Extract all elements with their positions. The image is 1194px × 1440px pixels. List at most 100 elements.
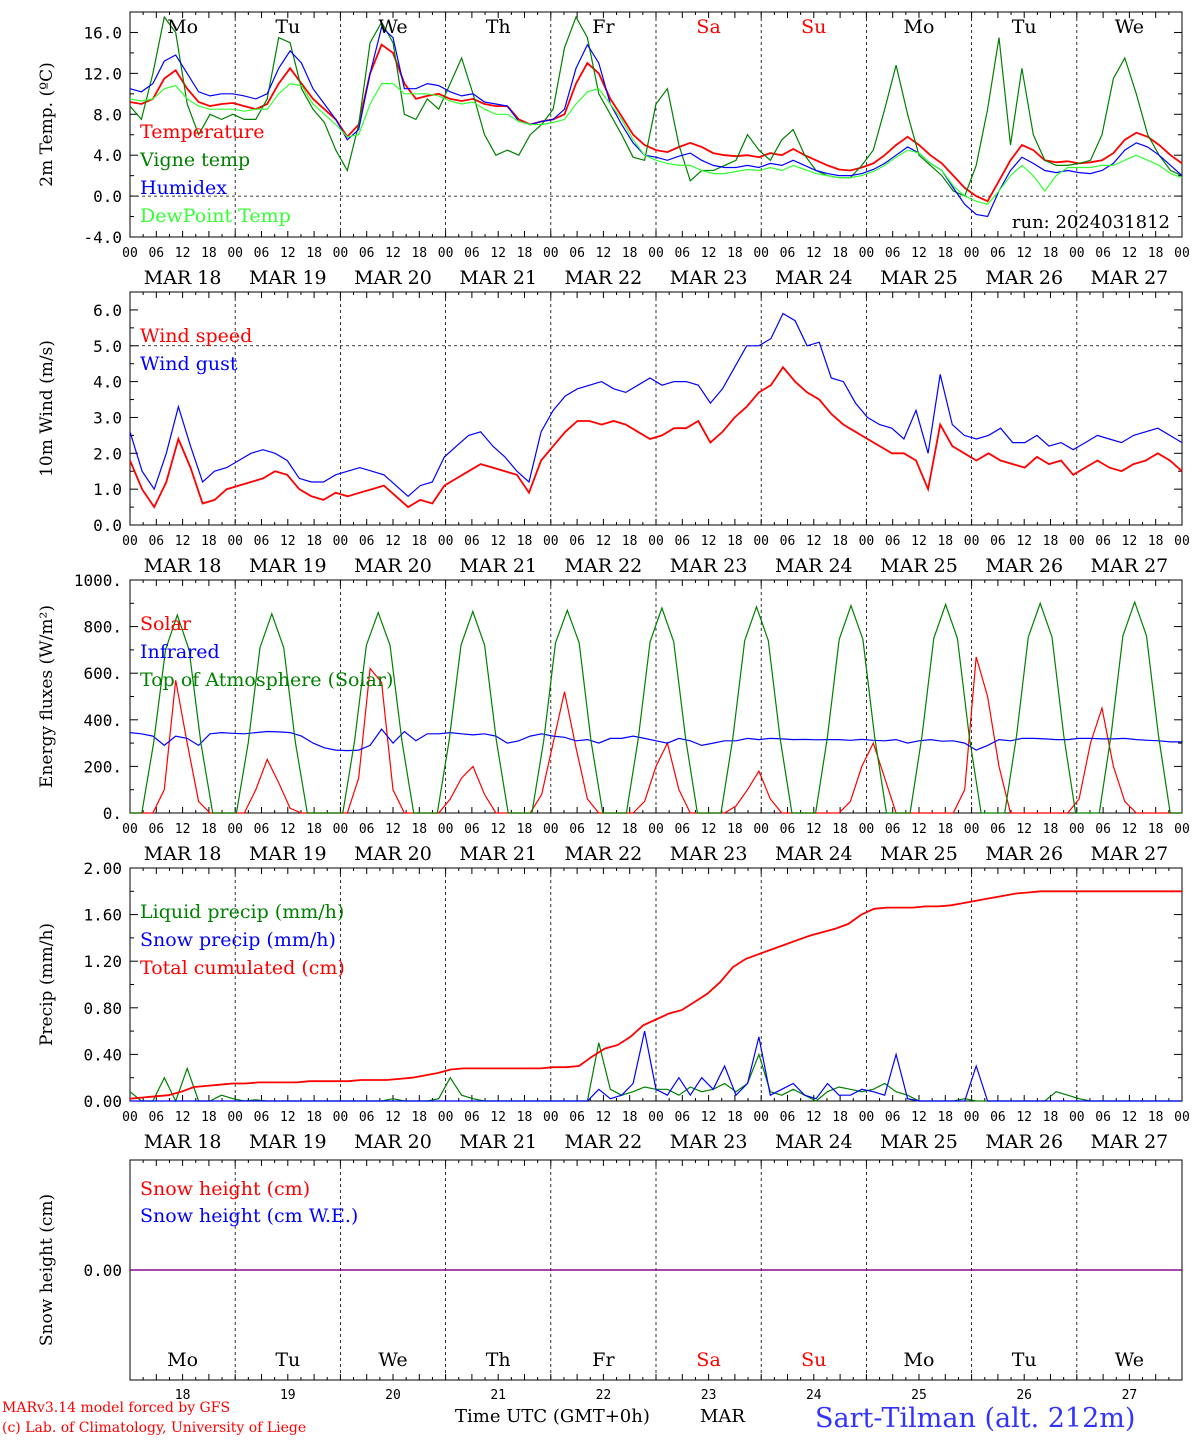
hour-tick-label: 18 xyxy=(1148,246,1164,261)
hour-tick-label: 12 xyxy=(1016,246,1032,261)
hour-tick-label: 00 xyxy=(122,534,138,549)
day-label-bottom: Fr xyxy=(592,1349,615,1371)
hour-tick-label: 18 xyxy=(411,1110,427,1125)
hour-tick-label: 06 xyxy=(885,822,901,837)
date-label: MAR 20 xyxy=(354,555,432,577)
hour-tick-label: 06 xyxy=(359,1110,375,1125)
hour-tick-label: 12 xyxy=(280,1110,296,1125)
hour-tick-label: 00 xyxy=(964,1110,980,1125)
day-label-top: Tu xyxy=(1012,16,1037,38)
day-number-label: 22 xyxy=(596,1388,612,1403)
y-tick-label: 3.0 xyxy=(93,408,122,427)
day-number-label: 19 xyxy=(280,1388,296,1403)
hour-tick-label: 18 xyxy=(306,1110,322,1125)
time-axis-month: MAR xyxy=(700,1406,745,1427)
hour-tick-label: 18 xyxy=(306,822,322,837)
hour-tick-label: 12 xyxy=(701,246,717,261)
hour-tick-label: 06 xyxy=(464,822,480,837)
date-label: MAR 21 xyxy=(459,267,537,289)
hour-tick-label: 06 xyxy=(359,246,375,261)
hour-tick-label: 12 xyxy=(701,1110,717,1125)
hour-tick-label: 06 xyxy=(674,246,690,261)
hour-tick-label: 12 xyxy=(1016,534,1032,549)
date-label: MAR 18 xyxy=(144,267,222,289)
hour-tick-label: 18 xyxy=(937,246,953,261)
day-number-label: 20 xyxy=(385,1388,401,1403)
day-label-bottom: Tu xyxy=(275,1349,300,1371)
y-axis-label: 10m Wind (m/s) xyxy=(37,340,57,477)
hour-tick-label: 06 xyxy=(1095,246,1111,261)
hour-tick-label: 12 xyxy=(385,822,401,837)
y-tick-label: 200. xyxy=(83,757,122,776)
date-label: MAR 22 xyxy=(565,267,643,289)
hour-tick-label: 12 xyxy=(280,534,296,549)
hour-tick-label: 00 xyxy=(333,822,349,837)
hour-tick-label: 12 xyxy=(385,534,401,549)
model-credit: MARv3.14 model forced by GFS xyxy=(2,1400,231,1416)
hour-tick-label: 18 xyxy=(622,1110,638,1125)
hour-tick-label: 12 xyxy=(806,822,822,837)
date-label: MAR 26 xyxy=(985,555,1063,577)
series-line-wind-gust xyxy=(129,312,1183,498)
hour-tick-label: 12 xyxy=(280,246,296,261)
hour-tick-label: 06 xyxy=(885,1110,901,1125)
hour-tick-label: 00 xyxy=(964,822,980,837)
y-tick-label: 0.0 xyxy=(93,516,122,535)
hour-tick-label: 06 xyxy=(780,534,796,549)
hour-tick-label: 00 xyxy=(753,822,769,837)
hour-tick-label: 06 xyxy=(674,534,690,549)
y-tick-label: 1.20 xyxy=(83,952,122,971)
date-label: MAR 24 xyxy=(775,267,853,289)
hour-tick-label: 18 xyxy=(306,246,322,261)
hour-tick-label: 00 xyxy=(648,534,664,549)
y-tick-label: 400. xyxy=(83,711,122,730)
series-line-wind-speed xyxy=(129,365,1183,509)
hour-tick-label: 00 xyxy=(438,534,454,549)
hour-tick-label: 06 xyxy=(359,822,375,837)
hour-tick-label: 12 xyxy=(175,534,191,549)
y-tick-label: 4.0 xyxy=(93,373,122,392)
hour-tick-label: 00 xyxy=(543,822,559,837)
hour-tick-label: 12 xyxy=(175,822,191,837)
hour-tick-label: 06 xyxy=(254,246,270,261)
hour-tick-label: 06 xyxy=(780,822,796,837)
day-label-bottom: Th xyxy=(486,1349,511,1371)
hour-tick-label: 06 xyxy=(569,1110,585,1125)
hour-tick-label: 12 xyxy=(1122,534,1138,549)
hour-tick-label: 18 xyxy=(622,246,638,261)
hour-tick-label: 18 xyxy=(517,1110,533,1125)
y-tick-label: 2.00 xyxy=(83,859,122,878)
hour-tick-label: 18 xyxy=(201,822,217,837)
hour-tick-label: 00 xyxy=(753,534,769,549)
date-label: MAR 18 xyxy=(144,843,222,865)
day-label-bottom: Sa xyxy=(696,1349,720,1371)
hour-tick-label: 06 xyxy=(148,246,164,261)
day-label-top: Mo xyxy=(904,16,935,38)
y-axis-label: Precip (mm/h) xyxy=(37,923,57,1046)
hour-tick-label: 18 xyxy=(1043,534,1059,549)
hour-tick-label: 00 xyxy=(859,246,875,261)
legend-entry: Vigne temp xyxy=(139,149,250,171)
hour-tick-label: 00 xyxy=(648,822,664,837)
hour-tick-label: 06 xyxy=(990,534,1006,549)
hour-tick-label: 06 xyxy=(990,246,1006,261)
hour-tick-label: 06 xyxy=(1095,822,1111,837)
y-tick-label: 0.00 xyxy=(83,1261,122,1280)
hour-tick-label: 06 xyxy=(885,534,901,549)
hour-tick-label: 06 xyxy=(148,1110,164,1125)
hour-tick-label: 06 xyxy=(254,1110,270,1125)
hour-tick-label: 12 xyxy=(911,534,927,549)
date-label: MAR 25 xyxy=(880,1131,958,1153)
day-label-top: We xyxy=(378,16,407,38)
hour-tick-label: 06 xyxy=(674,1110,690,1125)
day-number-label: 21 xyxy=(490,1388,506,1403)
hour-tick-label: 18 xyxy=(517,822,533,837)
hour-tick-label: 00 xyxy=(122,246,138,261)
panel-frame xyxy=(129,11,1183,238)
hour-tick-label: 00 xyxy=(964,246,980,261)
y-tick-label: 1.60 xyxy=(83,906,122,925)
hour-tick-label: 06 xyxy=(464,246,480,261)
y-tick-label: 0.80 xyxy=(83,999,122,1018)
legend-entry: Wind speed xyxy=(140,325,252,347)
